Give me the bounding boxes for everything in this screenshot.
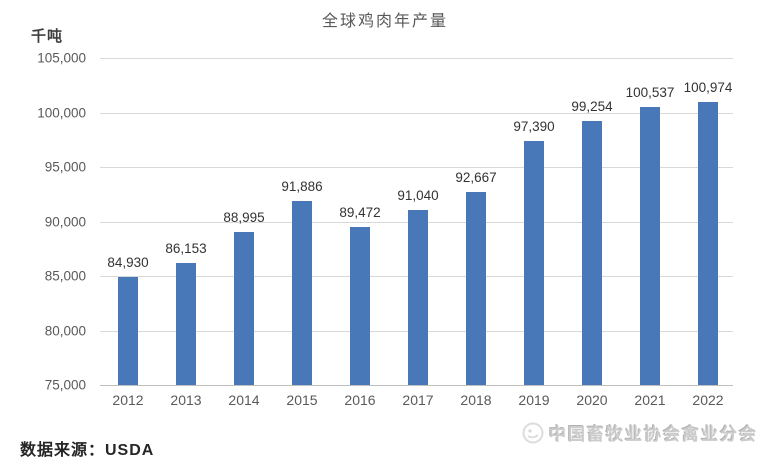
y-tick-label: 100,000 [37, 105, 86, 120]
gridline-100000 [100, 112, 733, 114]
bar-value-label-2017: 91,040 [397, 188, 439, 204]
x-tick-label-2012: 2012 [112, 392, 144, 408]
chart-title: 全球鸡肉年产量 [321, 13, 448, 30]
gridline-75000 [100, 385, 733, 386]
bar-value-label-2022: 100,974 [683, 79, 733, 95]
bar-2020 [582, 120, 602, 385]
x-tick-label-2013: 2013 [170, 392, 202, 408]
bar-value-label-2013: 86,153 [165, 241, 207, 257]
x-tick-label-2015: 2015 [286, 392, 318, 408]
bar-value-label-2018: 92,667 [455, 170, 497, 186]
gridline-105000 [100, 58, 733, 59]
bar-2015 [292, 200, 312, 385]
bar-2019 [524, 140, 544, 385]
y-tick-label: 90,000 [44, 214, 86, 229]
bar-2022 [698, 101, 718, 385]
bar-2013 [176, 263, 196, 385]
x-tick-label-2022: 2022 [692, 392, 724, 408]
x-tick-label-2021: 2021 [634, 392, 666, 408]
plot-area: 84,930 86,153 88,995 91,886 89,472 91,040 92,6… [100, 58, 733, 386]
x-axis: 2012 2013 2014 2015 2016 2017 2018 2019 2020 2021… [100, 392, 733, 412]
bar-value-label-2020: 99,254 [571, 98, 613, 114]
bar-2017 [408, 210, 428, 385]
watermark: 中国畜牧业协会禽业分会 [522, 420, 758, 445]
bar-value-label-2016: 89,472 [339, 205, 381, 221]
bar-2021 [640, 106, 660, 385]
y-axis-unit-label: 千吨 [31, 28, 64, 45]
bar-2016 [350, 227, 370, 385]
data-source-label: 数据来源：USDA [20, 442, 155, 459]
x-tick-label-2019: 2019 [518, 392, 550, 408]
gridline-95000 [100, 167, 733, 168]
x-tick-label-2020: 2020 [576, 392, 608, 408]
x-tick-label-2014: 2014 [228, 392, 260, 408]
watermark-logo-icon [522, 422, 544, 444]
x-tick-label-2018: 2018 [460, 392, 492, 408]
y-tick-label: 75,000 [44, 377, 86, 393]
bar-value-label-2014: 88,995 [223, 210, 265, 226]
y-tick-label: 95,000 [44, 159, 86, 175]
bar-value-label-2019: 97,390 [513, 118, 555, 134]
bar-2012 [118, 276, 138, 385]
y-tick-label: 80,000 [44, 323, 86, 338]
x-tick-label-2017: 2017 [402, 392, 434, 408]
x-tick-label-2016: 2016 [344, 392, 376, 408]
bar-2018 [466, 192, 486, 385]
bar-2014 [234, 232, 254, 385]
y-tick-label: 85,000 [44, 268, 86, 284]
watermark-text: 中国畜牧业协会禽业分会 [549, 425, 758, 444]
y-tick-label: 105,000 [37, 50, 86, 66]
bar-value-label-2012: 84,930 [107, 254, 149, 270]
y-axis: 75,000 80,000 85,000 90,000 95,000 100,000 105… [0, 51, 86, 393]
bar-value-label-2015: 91,886 [281, 178, 323, 194]
bar-value-label-2021: 100,537 [625, 84, 675, 100]
